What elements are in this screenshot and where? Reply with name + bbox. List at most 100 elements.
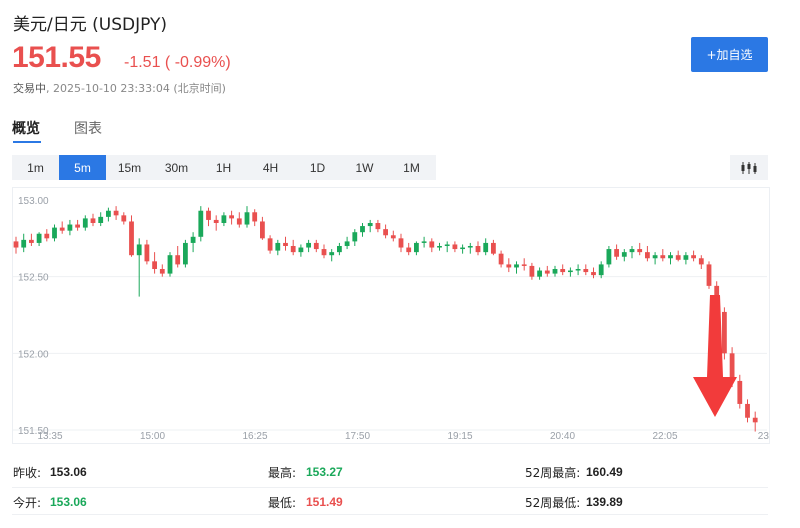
candle	[552, 265, 558, 277]
low-value: 151.49	[306, 495, 343, 509]
candle-body	[583, 269, 589, 273]
candle-body	[190, 236, 196, 243]
candle-body	[167, 255, 173, 274]
candle	[121, 212, 127, 225]
period-1w[interactable]: 1W	[355, 160, 374, 175]
candle	[267, 235, 273, 254]
candle-body	[660, 255, 666, 259]
candle	[460, 244, 465, 254]
candle	[698, 255, 704, 269]
high52-label: 52周最高:	[525, 466, 581, 480]
candle-body	[452, 244, 458, 250]
y-tick-label: 151.50	[18, 426, 49, 437]
candle	[498, 250, 504, 268]
candle	[506, 258, 512, 273]
candle	[106, 207, 111, 222]
candle-body	[213, 219, 219, 223]
candle	[675, 250, 681, 262]
period-5m[interactable]: 5m	[59, 155, 106, 180]
candle	[722, 307, 727, 360]
period-1d[interactable]: 1D	[309, 160, 326, 175]
candle-body	[206, 210, 211, 220]
candle-body	[367, 223, 373, 227]
period-1m[interactable]: 1m	[27, 160, 44, 175]
candle-body	[421, 241, 427, 243]
candle	[275, 239, 281, 256]
x-tick-label: 19:15	[447, 431, 472, 442]
candle	[75, 219, 80, 231]
candle	[175, 246, 181, 268]
candle	[283, 236, 288, 251]
candle	[329, 249, 335, 262]
candle-body	[313, 242, 319, 250]
candle-body	[244, 212, 250, 225]
candle-body	[529, 265, 535, 277]
candle-body	[183, 242, 188, 265]
instrument-title: 美元/日元 (USDJPY)	[13, 15, 167, 35]
candle-body	[283, 242, 288, 246]
candle-body	[645, 252, 650, 259]
candle	[475, 241, 481, 256]
candle	[21, 233, 27, 253]
tab-chart[interactable]: 图表	[74, 121, 102, 137]
candle-body	[352, 232, 358, 242]
candle-body	[552, 269, 558, 274]
candle-body	[329, 252, 335, 256]
chart-type-button[interactable]	[730, 155, 768, 180]
candle	[683, 252, 689, 265]
candle-body	[252, 212, 258, 222]
period-1mo[interactable]: 1M	[403, 160, 420, 175]
candle-body	[560, 269, 566, 273]
candle	[537, 267, 542, 280]
candle	[737, 374, 743, 409]
candle-body	[544, 270, 550, 274]
period-15m[interactable]: 15m	[117, 160, 142, 175]
stats-divider-bottom	[12, 514, 768, 515]
period-4h[interactable]: 4H	[262, 160, 279, 175]
candle-body	[121, 215, 127, 222]
candle-body	[344, 241, 350, 246]
candle-body	[406, 247, 412, 253]
candle-body	[267, 238, 273, 251]
period-1h[interactable]: 1H	[215, 160, 232, 175]
candle	[82, 215, 88, 231]
y-tick-label: 153.00	[18, 196, 49, 207]
candle	[452, 241, 458, 253]
chart-frame	[12, 187, 770, 444]
add-watchlist-button[interactable]: +加自选	[691, 37, 768, 72]
period-30m[interactable]: 30m	[164, 160, 189, 175]
candle	[491, 239, 496, 256]
candle-body	[752, 417, 758, 423]
candle-body	[722, 311, 727, 354]
candle-body	[229, 215, 234, 219]
tab-overview[interactable]: 概览	[12, 121, 40, 137]
candle	[290, 239, 296, 256]
down-arrow-annotation	[693, 295, 737, 417]
candle-body	[75, 224, 80, 228]
candle	[229, 210, 234, 225]
candle-body	[113, 210, 119, 216]
candle	[260, 216, 265, 240]
candle-body	[21, 239, 27, 248]
candle	[375, 219, 381, 233]
y-tick-label: 152.50	[18, 273, 49, 284]
candle-body	[29, 239, 34, 243]
candle-body	[668, 255, 673, 259]
candle-body	[390, 235, 396, 239]
candle	[437, 242, 442, 251]
candle-body	[568, 270, 573, 273]
x-tick-label: 17:50	[345, 431, 370, 442]
open-value: 153.06	[50, 495, 87, 509]
candle	[560, 264, 566, 276]
open-label: 今开:	[13, 496, 42, 510]
candle-body	[437, 246, 442, 248]
candle	[206, 207, 211, 227]
candle	[113, 206, 119, 220]
candle	[198, 206, 204, 242]
candle	[13, 236, 19, 254]
x-tick-label: 20:40	[550, 431, 575, 442]
candle-body	[236, 218, 242, 225]
candle-body	[159, 269, 165, 274]
candle-body	[729, 353, 735, 381]
